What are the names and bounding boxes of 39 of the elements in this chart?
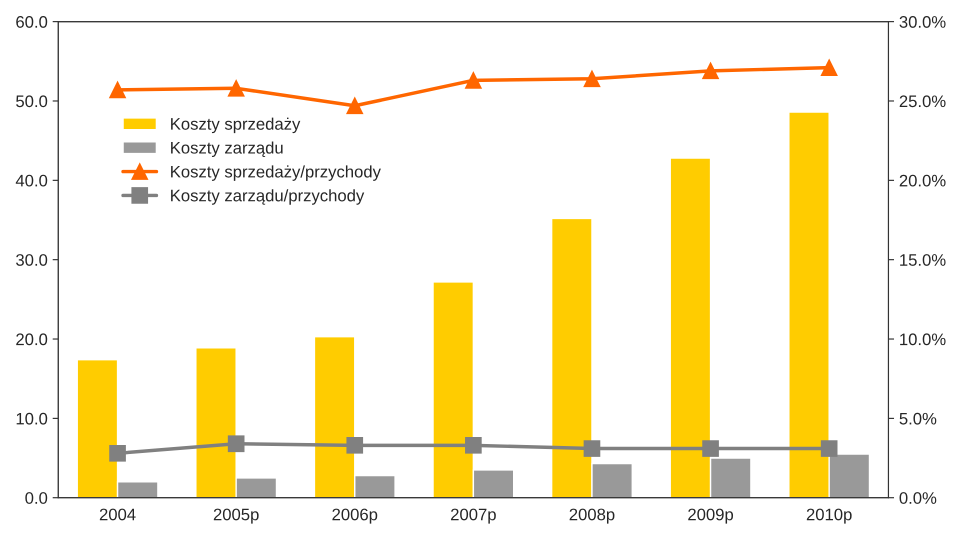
y2-tick-label: 10.0% (900, 333, 946, 346)
x-tick-label: 2009p (688, 508, 734, 524)
x-tick-label: 2006p (332, 508, 378, 524)
point (584, 70, 600, 88)
point (465, 437, 482, 454)
y-tick-label: 30.0 (16, 254, 48, 266)
y-tick-label: 20.0 (16, 333, 48, 346)
legend-label: Koszty sprzedaży/przychody (171, 165, 381, 181)
point (702, 62, 719, 80)
legend-label: Koszty zarządu (171, 141, 283, 157)
y2-tick-label: 0.0% (900, 492, 936, 504)
y2-tick-label: 30.0% (900, 16, 946, 28)
x-tick-label: 2004 (100, 508, 136, 520)
x-tick-label: 2007p (451, 508, 496, 524)
point (346, 97, 364, 114)
legend-label: Koszty zarządu/przychody (171, 189, 364, 205)
point (346, 437, 364, 454)
point (228, 80, 244, 97)
y2-tick-label: 5.0% (900, 412, 936, 425)
y-tick-label: 60.0 (16, 16, 48, 28)
point (228, 435, 244, 452)
point (702, 440, 719, 457)
y2-tick-label: 25.0% (900, 95, 946, 108)
point (109, 82, 126, 98)
point (820, 59, 838, 76)
point (820, 440, 838, 457)
point (465, 72, 482, 89)
x-tick-label: 2005p (214, 508, 259, 524)
legend-label: Koszty sprzedaży (171, 118, 300, 134)
y-tick-label: 40.0 (16, 174, 48, 187)
y-tick-label: 0.0 (25, 492, 48, 504)
x-tick-label: 2010p (806, 508, 852, 524)
x-tick-label: 2008p (570, 508, 614, 524)
point (109, 444, 126, 462)
y-tick-label: 50.0 (16, 95, 48, 108)
point (584, 440, 600, 457)
y2-tick-label: 20.0% (900, 174, 946, 187)
y2-tick-label: 15.0% (900, 254, 946, 266)
y-tick-label: 10.0 (16, 412, 48, 425)
